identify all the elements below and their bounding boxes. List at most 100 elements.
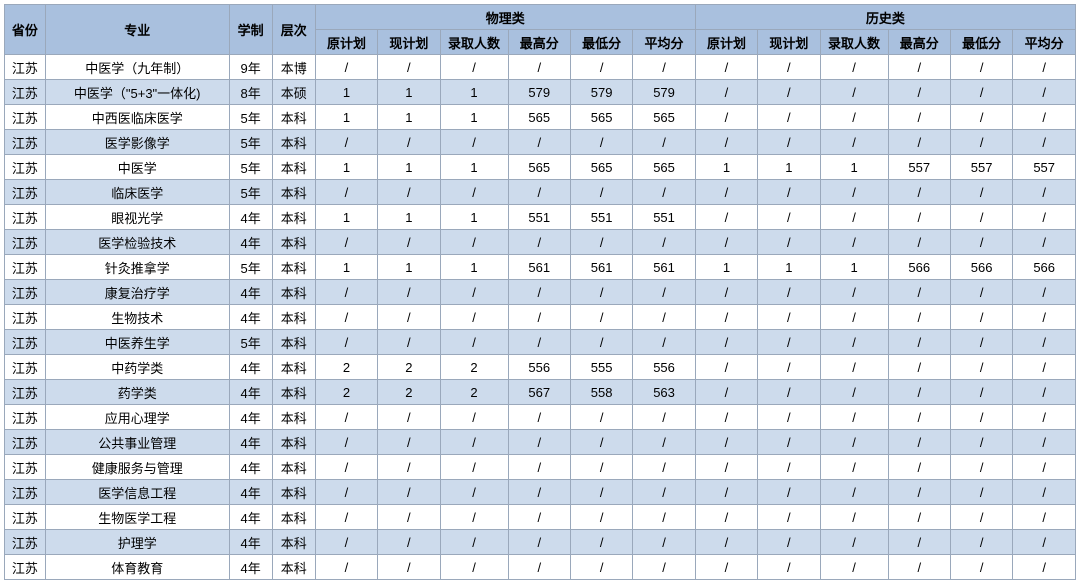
col-h-plan-orig: 原计划 bbox=[695, 30, 757, 55]
cell-duration: 4年 bbox=[229, 530, 272, 555]
cell-p-max: / bbox=[508, 55, 570, 80]
cell-h-max: / bbox=[888, 55, 950, 80]
cell-h-max: / bbox=[888, 530, 950, 555]
cell-province: 江苏 bbox=[5, 280, 46, 305]
cell-p-admitted: / bbox=[440, 130, 508, 155]
cell-h-min: / bbox=[950, 80, 1012, 105]
table-row: 江苏眼视光学4年本科111551551551////// bbox=[5, 205, 1076, 230]
cell-p-max: 579 bbox=[508, 80, 570, 105]
cell-p-admitted: / bbox=[440, 555, 508, 580]
cell-duration: 4年 bbox=[229, 430, 272, 455]
cell-level: 本科 bbox=[272, 130, 315, 155]
cell-h-plan-curr: / bbox=[758, 205, 820, 230]
cell-p-min: 565 bbox=[570, 155, 632, 180]
cell-h-max: / bbox=[888, 555, 950, 580]
cell-p-plan-curr: / bbox=[378, 55, 440, 80]
col-group-physics: 物理类 bbox=[315, 5, 695, 30]
cell-h-admitted: / bbox=[820, 80, 888, 105]
cell-p-avg: / bbox=[633, 230, 695, 255]
cell-major: 临床医学 bbox=[45, 180, 229, 205]
cell-level: 本科 bbox=[272, 305, 315, 330]
cell-province: 江苏 bbox=[5, 55, 46, 80]
cell-h-admitted: / bbox=[820, 455, 888, 480]
cell-p-avg: / bbox=[633, 130, 695, 155]
cell-duration: 4年 bbox=[229, 555, 272, 580]
cell-duration: 4年 bbox=[229, 505, 272, 530]
cell-p-plan-orig: / bbox=[315, 405, 377, 430]
cell-h-plan-curr: / bbox=[758, 355, 820, 380]
cell-p-min: 551 bbox=[570, 205, 632, 230]
cell-h-plan-curr: / bbox=[758, 130, 820, 155]
cell-h-plan-orig: / bbox=[695, 105, 757, 130]
cell-duration: 5年 bbox=[229, 180, 272, 205]
table-row: 江苏生物医学工程4年本科//////////// bbox=[5, 505, 1076, 530]
cell-major: 应用心理学 bbox=[45, 405, 229, 430]
cell-h-plan-orig: / bbox=[695, 230, 757, 255]
cell-p-min: / bbox=[570, 55, 632, 80]
cell-p-plan-orig: 2 bbox=[315, 355, 377, 380]
cell-h-avg: / bbox=[1013, 230, 1076, 255]
cell-p-plan-orig: / bbox=[315, 280, 377, 305]
cell-h-admitted: / bbox=[820, 480, 888, 505]
table-row: 江苏中医学5年本科111565565565111557557557 bbox=[5, 155, 1076, 180]
cell-p-admitted: / bbox=[440, 480, 508, 505]
cell-p-plan-orig: / bbox=[315, 430, 377, 455]
cell-p-plan-orig: 1 bbox=[315, 80, 377, 105]
cell-p-avg: / bbox=[633, 305, 695, 330]
cell-p-admitted: / bbox=[440, 280, 508, 305]
col-h-admitted: 录取人数 bbox=[820, 30, 888, 55]
cell-duration: 4年 bbox=[229, 280, 272, 305]
cell-p-plan-curr: / bbox=[378, 305, 440, 330]
cell-p-avg: / bbox=[633, 505, 695, 530]
cell-h-min: / bbox=[950, 205, 1012, 230]
cell-province: 江苏 bbox=[5, 380, 46, 405]
cell-duration: 4年 bbox=[229, 405, 272, 430]
cell-h-max: / bbox=[888, 180, 950, 205]
cell-h-max: / bbox=[888, 380, 950, 405]
col-p-plan-orig: 原计划 bbox=[315, 30, 377, 55]
admissions-table: 省份 专业 学制 层次 物理类 历史类 原计划 现计划 录取人数 最高分 最低分… bbox=[4, 4, 1076, 580]
cell-province: 江苏 bbox=[5, 505, 46, 530]
cell-duration: 5年 bbox=[229, 155, 272, 180]
cell-p-avg: 565 bbox=[633, 155, 695, 180]
col-p-min: 最低分 bbox=[570, 30, 632, 55]
cell-h-max: / bbox=[888, 480, 950, 505]
cell-h-admitted: / bbox=[820, 430, 888, 455]
cell-province: 江苏 bbox=[5, 455, 46, 480]
cell-p-max: 551 bbox=[508, 205, 570, 230]
cell-h-admitted: / bbox=[820, 405, 888, 430]
cell-p-admitted: 1 bbox=[440, 155, 508, 180]
cell-p-avg: / bbox=[633, 330, 695, 355]
cell-h-min: / bbox=[950, 105, 1012, 130]
cell-p-admitted: 2 bbox=[440, 380, 508, 405]
cell-p-admitted: / bbox=[440, 180, 508, 205]
cell-p-plan-orig: / bbox=[315, 455, 377, 480]
cell-p-plan-orig: / bbox=[315, 480, 377, 505]
cell-major: 医学信息工程 bbox=[45, 480, 229, 505]
cell-h-plan-orig: / bbox=[695, 555, 757, 580]
cell-p-admitted: / bbox=[440, 55, 508, 80]
cell-h-avg: / bbox=[1013, 130, 1076, 155]
cell-major: 体育教育 bbox=[45, 555, 229, 580]
cell-h-admitted: / bbox=[820, 355, 888, 380]
cell-p-avg: / bbox=[633, 55, 695, 80]
cell-duration: 8年 bbox=[229, 80, 272, 105]
cell-h-plan-curr: / bbox=[758, 55, 820, 80]
cell-h-plan-orig: 1 bbox=[695, 255, 757, 280]
cell-level: 本科 bbox=[272, 105, 315, 130]
cell-province: 江苏 bbox=[5, 155, 46, 180]
cell-h-admitted: / bbox=[820, 55, 888, 80]
cell-p-admitted: / bbox=[440, 455, 508, 480]
cell-duration: 4年 bbox=[229, 355, 272, 380]
col-major: 专业 bbox=[45, 5, 229, 55]
cell-p-admitted: 1 bbox=[440, 80, 508, 105]
cell-p-plan-orig: 1 bbox=[315, 155, 377, 180]
table-row: 江苏中医学（"5+3"一体化)8年本硕111579579579////// bbox=[5, 80, 1076, 105]
cell-major: 护理学 bbox=[45, 530, 229, 555]
cell-h-avg: / bbox=[1013, 305, 1076, 330]
cell-h-plan-curr: / bbox=[758, 530, 820, 555]
cell-p-max: / bbox=[508, 130, 570, 155]
cell-p-avg: / bbox=[633, 430, 695, 455]
cell-h-min: / bbox=[950, 555, 1012, 580]
cell-duration: 5年 bbox=[229, 105, 272, 130]
